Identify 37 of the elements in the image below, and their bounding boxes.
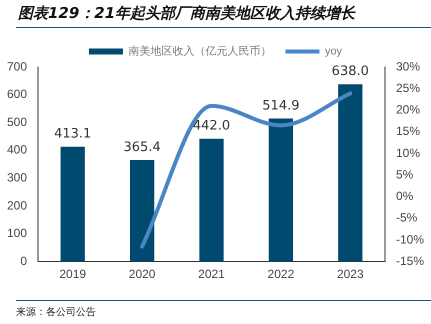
y2-tick-label: 30% <box>396 59 420 74</box>
bar <box>199 138 224 262</box>
y2-tick-label: 0% <box>396 189 414 204</box>
chart-title: 图表129：21年起头部厂商南美地区收入持续增长 <box>16 0 431 28</box>
y2-tick-label: -10% <box>396 232 424 246</box>
x-tick-label: 2019 <box>59 267 86 282</box>
bar <box>268 118 294 262</box>
y-tick-label: 400 <box>6 142 28 157</box>
y2-tick-label: -5% <box>396 210 418 225</box>
data-label: 442.0 <box>192 118 230 134</box>
bar <box>60 146 85 262</box>
y2-tick-label: 10% <box>396 146 420 160</box>
x-tick-label: 2021 <box>198 267 226 282</box>
y2-tick-label: 15% <box>396 124 420 138</box>
data-label: 514.9 <box>262 98 300 114</box>
y2-tick-label: -15% <box>396 254 424 268</box>
y-tick-label: 300 <box>6 170 28 185</box>
y-tick-label: 600 <box>6 87 28 102</box>
data-label: 413.1 <box>54 126 92 142</box>
y2-tick-label: 5% <box>396 167 414 182</box>
bar <box>130 160 154 262</box>
y-tick-label: 700 <box>6 59 28 74</box>
data-label: 638.0 <box>332 64 369 80</box>
y-tick-label: 0 <box>20 254 28 268</box>
x-tick-label: 2020 <box>128 267 156 282</box>
y-tick-label: 200 <box>6 198 28 212</box>
y-tick-label: 500 <box>6 114 28 129</box>
source-note: 来源：各公司公告 <box>16 300 431 319</box>
y-tick-label: 100 <box>6 226 28 240</box>
x-tick-label: 2022 <box>268 267 295 282</box>
legend-label: yoy <box>324 46 343 58</box>
y2-tick-label: 25% <box>396 80 420 95</box>
data-label: 365.4 <box>124 140 161 155</box>
legend-label: 南美地区收入（亿元人民币） <box>128 44 272 58</box>
bar <box>338 84 362 262</box>
x-tick-label: 2023 <box>336 267 364 282</box>
y2-tick-label: 20% <box>396 102 420 117</box>
